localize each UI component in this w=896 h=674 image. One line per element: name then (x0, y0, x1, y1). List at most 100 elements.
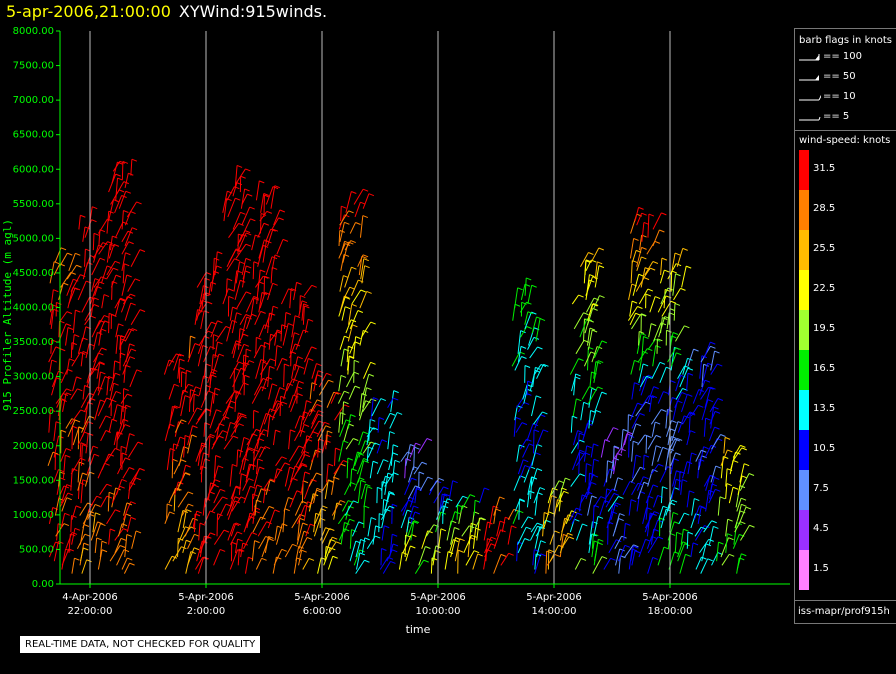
wind-barb-flag (625, 522, 631, 526)
wind-barb (644, 261, 654, 276)
wind-barb (311, 410, 319, 425)
wind-barb-flag (123, 549, 130, 553)
wind-barb (94, 281, 100, 296)
wind-barb (517, 538, 526, 554)
wind-barb (488, 505, 494, 529)
wind-barb (187, 343, 196, 363)
wind-barb-flag (243, 436, 250, 440)
wind-barb-flag (276, 345, 283, 349)
wind-barb (362, 362, 372, 379)
wind-barb (232, 368, 242, 388)
wind-barb (121, 230, 129, 243)
wind-barb (311, 420, 320, 433)
wind-barb (690, 405, 699, 417)
wind-barb-flag (355, 222, 361, 225)
wind-barb-flag (740, 510, 746, 514)
wind-barb-flag (579, 473, 586, 477)
wind-barb-flag (322, 505, 328, 509)
wind-barb (695, 556, 702, 570)
wind-barb (304, 319, 309, 334)
wind-barb (273, 209, 281, 226)
wind-barb-flag (307, 501, 313, 505)
wind-barb-flag (298, 445, 304, 449)
wind-barb-flag (640, 332, 647, 336)
wind-barb (298, 531, 305, 549)
speed-color-scale: 31.5 28.5 25.5 22.5 19.5 16.5 13.5 10.5 7.5 4.5 1.… (795, 146, 896, 590)
wind-barb-flag (373, 397, 379, 401)
wind-barb-flag (727, 449, 733, 453)
wind-barb (211, 354, 214, 371)
wind-barb (232, 212, 241, 230)
wind-barb (293, 282, 298, 300)
wind-barb-flag (576, 398, 582, 402)
wind-barb (213, 549, 221, 566)
wind-barb-flag (500, 553, 507, 557)
wind-barb (649, 395, 653, 412)
wind-barb-flag (203, 310, 210, 314)
wind-barb (53, 421, 57, 441)
wind-barb-flag (76, 264, 82, 268)
wind-barb (262, 240, 267, 263)
wind-barb (522, 384, 528, 400)
wind-barb (90, 521, 98, 541)
wind-barb (349, 540, 357, 562)
wind-barb (303, 435, 308, 458)
wind-barb-flag (306, 537, 313, 540)
wind-barb (355, 559, 365, 574)
wind-barb (299, 424, 305, 437)
wind-barb (649, 296, 656, 313)
wind-barb-flag (259, 180, 265, 184)
wind-barb-flag (405, 458, 411, 462)
wind-barb-flag (540, 540, 546, 544)
wind-barb-flag (412, 520, 419, 524)
wind-barb (444, 551, 449, 570)
wind-barb-flag (123, 388, 129, 391)
wind-barb-flag (217, 251, 223, 255)
wind-barb (587, 329, 593, 350)
wind-barb (194, 309, 198, 325)
wind-barb-flag (666, 329, 672, 333)
wind-barb (262, 342, 265, 363)
wind-barb (381, 509, 387, 529)
wind-barb (235, 382, 245, 400)
wind-barb (195, 445, 203, 462)
wind-barb (429, 478, 440, 491)
wind-barb-flag (676, 531, 682, 535)
wind-barb-flag (591, 495, 597, 499)
wind-barb (257, 269, 261, 292)
wind-barb-flag (366, 290, 372, 294)
wind-barb-flag (193, 547, 200, 551)
wind-barb-flag (676, 352, 682, 356)
wind-barb-flag (243, 457, 249, 461)
wind-barb-flag (344, 243, 351, 247)
wind-barb-flag (275, 429, 281, 433)
wind-barb (561, 514, 569, 533)
wind-barb-flag (579, 432, 585, 436)
wind-barb (197, 345, 204, 367)
wind-barb-flag (335, 541, 342, 545)
wind-barb-flag (393, 472, 399, 476)
wind-barb-flag (250, 218, 256, 222)
wind-barb-flag (302, 480, 309, 484)
wind-barb-flag (303, 530, 310, 534)
wind-barb (303, 358, 309, 375)
axes-layer: 0.00500.001000.001500.002000.002500.0030… (13, 26, 790, 617)
wind-barb (450, 537, 457, 558)
wind-barb-flag (100, 523, 106, 527)
wind-barb-flag (129, 356, 136, 360)
wind-barb-flag (182, 510, 189, 513)
wind-barb (92, 242, 104, 259)
wind-barb (349, 529, 352, 549)
wind-barb-flag (652, 261, 659, 264)
wind-barb (283, 364, 285, 388)
wind-barb-flag (350, 481, 356, 485)
wind-barb (289, 332, 295, 354)
wind-barb (321, 528, 330, 545)
wind-barb (282, 508, 286, 533)
wind-barb (254, 488, 262, 508)
wind-barb (88, 386, 98, 404)
wind-barb (513, 475, 521, 491)
wind-barb-flag (202, 556, 208, 560)
wind-barb-flag (661, 212, 667, 216)
wind-barb-flag (588, 252, 594, 255)
